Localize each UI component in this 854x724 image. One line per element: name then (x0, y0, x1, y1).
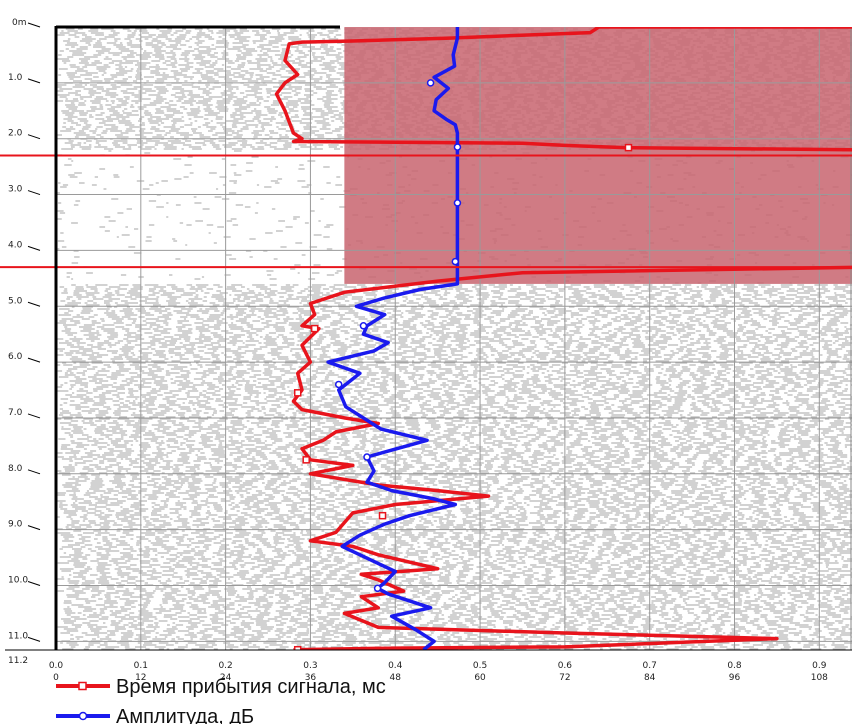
y-tick-mark (27, 134, 41, 140)
series-marker-arrival-time (293, 389, 302, 397)
y-tick-mark (27, 22, 41, 28)
y-tick-mark (27, 636, 41, 642)
legend-marker (78, 711, 88, 721)
x-tick-label-time: 0.5 (473, 661, 487, 671)
x-tick-label-time: 0.6 (558, 661, 573, 671)
y-tick-label: 2.0 (8, 129, 23, 139)
x-tick-label-time: 0.8 (727, 661, 742, 671)
x-tick-label-amplitude: 96 (729, 673, 741, 683)
series-marker-arrival-time (302, 456, 310, 464)
y-tick-label: 3.0 (8, 185, 23, 195)
x-tick-label-amplitude: 12 (135, 673, 146, 683)
y-tick-label: 1.0 (8, 73, 23, 83)
x-tick-label-amplitude: 36 (305, 673, 317, 683)
y-tick-mark (27, 190, 41, 196)
y-tick-label: 11.0 (8, 631, 28, 641)
x-tick-label-amplitude: 24 (220, 673, 232, 683)
y-tick-label: 6.0 (8, 352, 23, 362)
x-tick-label-amplitude: 60 (474, 673, 486, 683)
series-marker-amplitude (373, 584, 382, 593)
x-tick-label-time: 0.2 (218, 661, 232, 671)
x-tick-label-time: 0.9 (812, 661, 827, 671)
y-tick-mark (27, 581, 41, 586)
y-tick-mark (27, 301, 41, 307)
x-tick-label-amplitude: 0 (53, 673, 59, 683)
y-tick-label: 5.0 (8, 296, 23, 306)
x-tick-label-time: 0.0 (49, 661, 64, 671)
series-marker-amplitude (451, 257, 460, 266)
y-tick-mark (27, 525, 41, 531)
x-tick-label-amplitude: 84 (644, 673, 656, 683)
y-tick-mark (27, 413, 41, 419)
x-tick-label-time: 0.3 (303, 661, 317, 671)
y-tick-label: 10.0 (8, 576, 28, 586)
y-tick-label: 9.0 (8, 520, 23, 530)
series-marker-amplitude (426, 79, 435, 87)
series-marker-amplitude (363, 453, 371, 461)
legend-marker (78, 681, 87, 691)
y-tick-label: 7.0 (8, 408, 23, 418)
series-marker-amplitude (359, 322, 368, 330)
x-tick-label-amplitude: 72 (559, 673, 570, 683)
y-tick-mark (27, 469, 41, 475)
legend-label: Амплитуда, дБ (116, 706, 254, 724)
series-marker-arrival-time (310, 324, 319, 333)
x-tick-label-time: 0.7 (643, 661, 657, 671)
series-marker-amplitude (453, 143, 462, 151)
y-tick-mark (27, 78, 41, 84)
x-tick-label-amplitude: 48 (390, 673, 402, 683)
y-tick-mark (27, 357, 41, 363)
series-marker-arrival-time (378, 511, 387, 520)
series-line-amplitude (326, 27, 460, 650)
y-tick-label: 0m (12, 18, 27, 28)
legend-label: Время прибытия сигнала, мс (116, 676, 386, 698)
y-tick-label: 4.0 (8, 240, 23, 250)
series-marker-amplitude (334, 380, 343, 389)
x-tick-label-amplitude: 108 (811, 673, 828, 683)
series-marker-amplitude (453, 199, 462, 207)
y-tick-label: 11.2 (8, 656, 28, 666)
y-tick-mark (27, 245, 41, 251)
x-tick-label-time: 0.4 (388, 661, 403, 671)
y-tick-label: 8.0 (8, 464, 23, 474)
series-marker-arrival-time (624, 143, 633, 152)
x-tick-label-time: 0.1 (134, 661, 148, 671)
